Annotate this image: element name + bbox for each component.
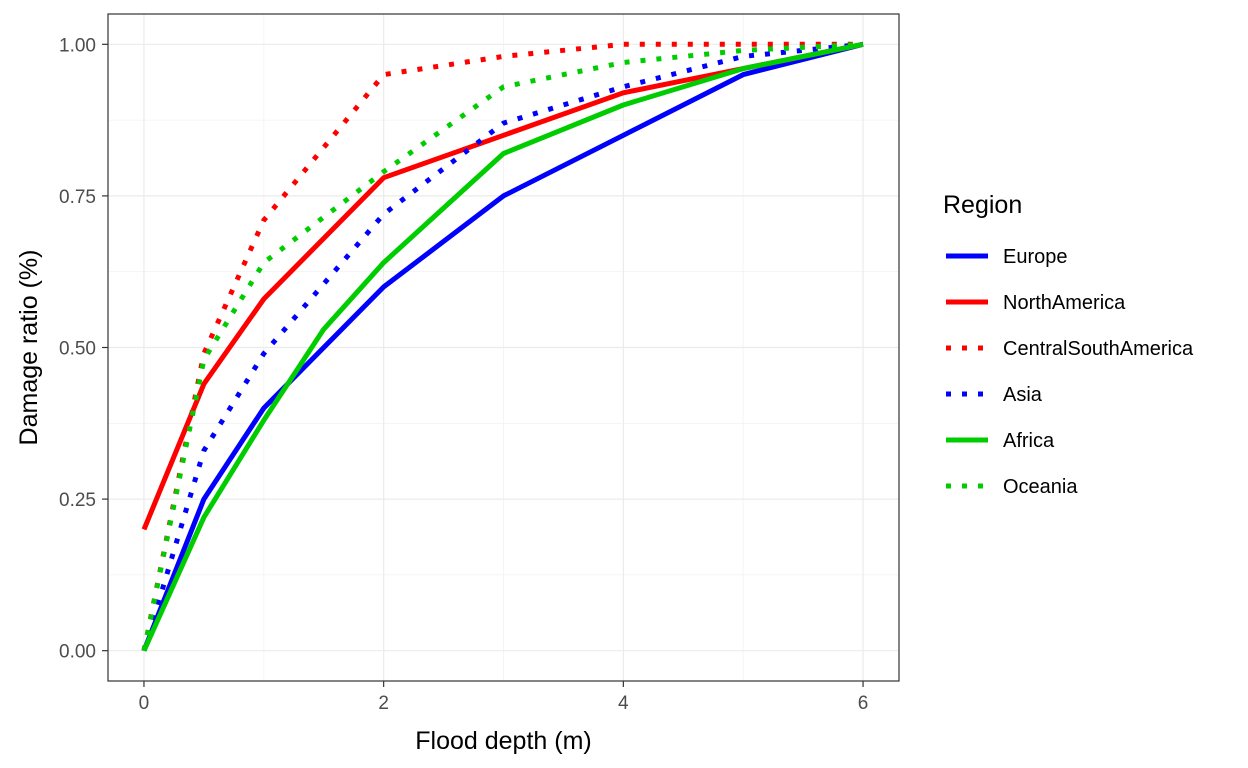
x-tick-label: 4 (618, 693, 629, 714)
legend-items: Europe NorthAmerica CentralSouthAmerica Asi… (946, 246, 1194, 498)
legend-label-asia: Asia (1003, 384, 1043, 406)
y-tick-label: 0.00 (59, 642, 96, 663)
legend-label-northamerica: NorthAmerica (1003, 292, 1126, 314)
y-tick-label: 1.00 (59, 35, 96, 56)
y-axis-title: Damage ratio (%) (15, 250, 43, 446)
series-line-africa (141, 41, 864, 652)
y-tick-label: 0.50 (59, 339, 96, 360)
legend-label-centralsouthamerica: CentralSouthAmerica (1003, 338, 1194, 360)
series-line-europe (141, 41, 864, 652)
x-axis-title: Flood depth (m) (415, 727, 591, 755)
legend-label-europe: Europe (1003, 246, 1068, 268)
y-tick-label: 0.75 (59, 187, 96, 208)
legend-title: Region (943, 191, 1022, 219)
series-line-asia (141, 41, 864, 652)
y-tick-label: 0.25 (59, 490, 96, 511)
series-line-oceania (141, 41, 864, 652)
axis-tick-labels: 0 2 4 6 0.00 0.25 0.50 0.75 1.00 (59, 35, 868, 714)
axis-ticks (102, 43, 864, 687)
legend-label-oceania: Oceania (1003, 476, 1078, 498)
legend-label-africa: Africa (1003, 430, 1055, 452)
series-lines (141, 41, 864, 652)
series-line-centralsouthamerica (141, 41, 863, 652)
x-tick-label: 6 (858, 693, 869, 714)
legend: Region Europe NorthAmerica CentralSouthAme… (943, 191, 1194, 498)
x-tick-label: 2 (378, 693, 389, 714)
x-tick-label: 0 (139, 693, 150, 714)
grid-major (108, 14, 899, 681)
